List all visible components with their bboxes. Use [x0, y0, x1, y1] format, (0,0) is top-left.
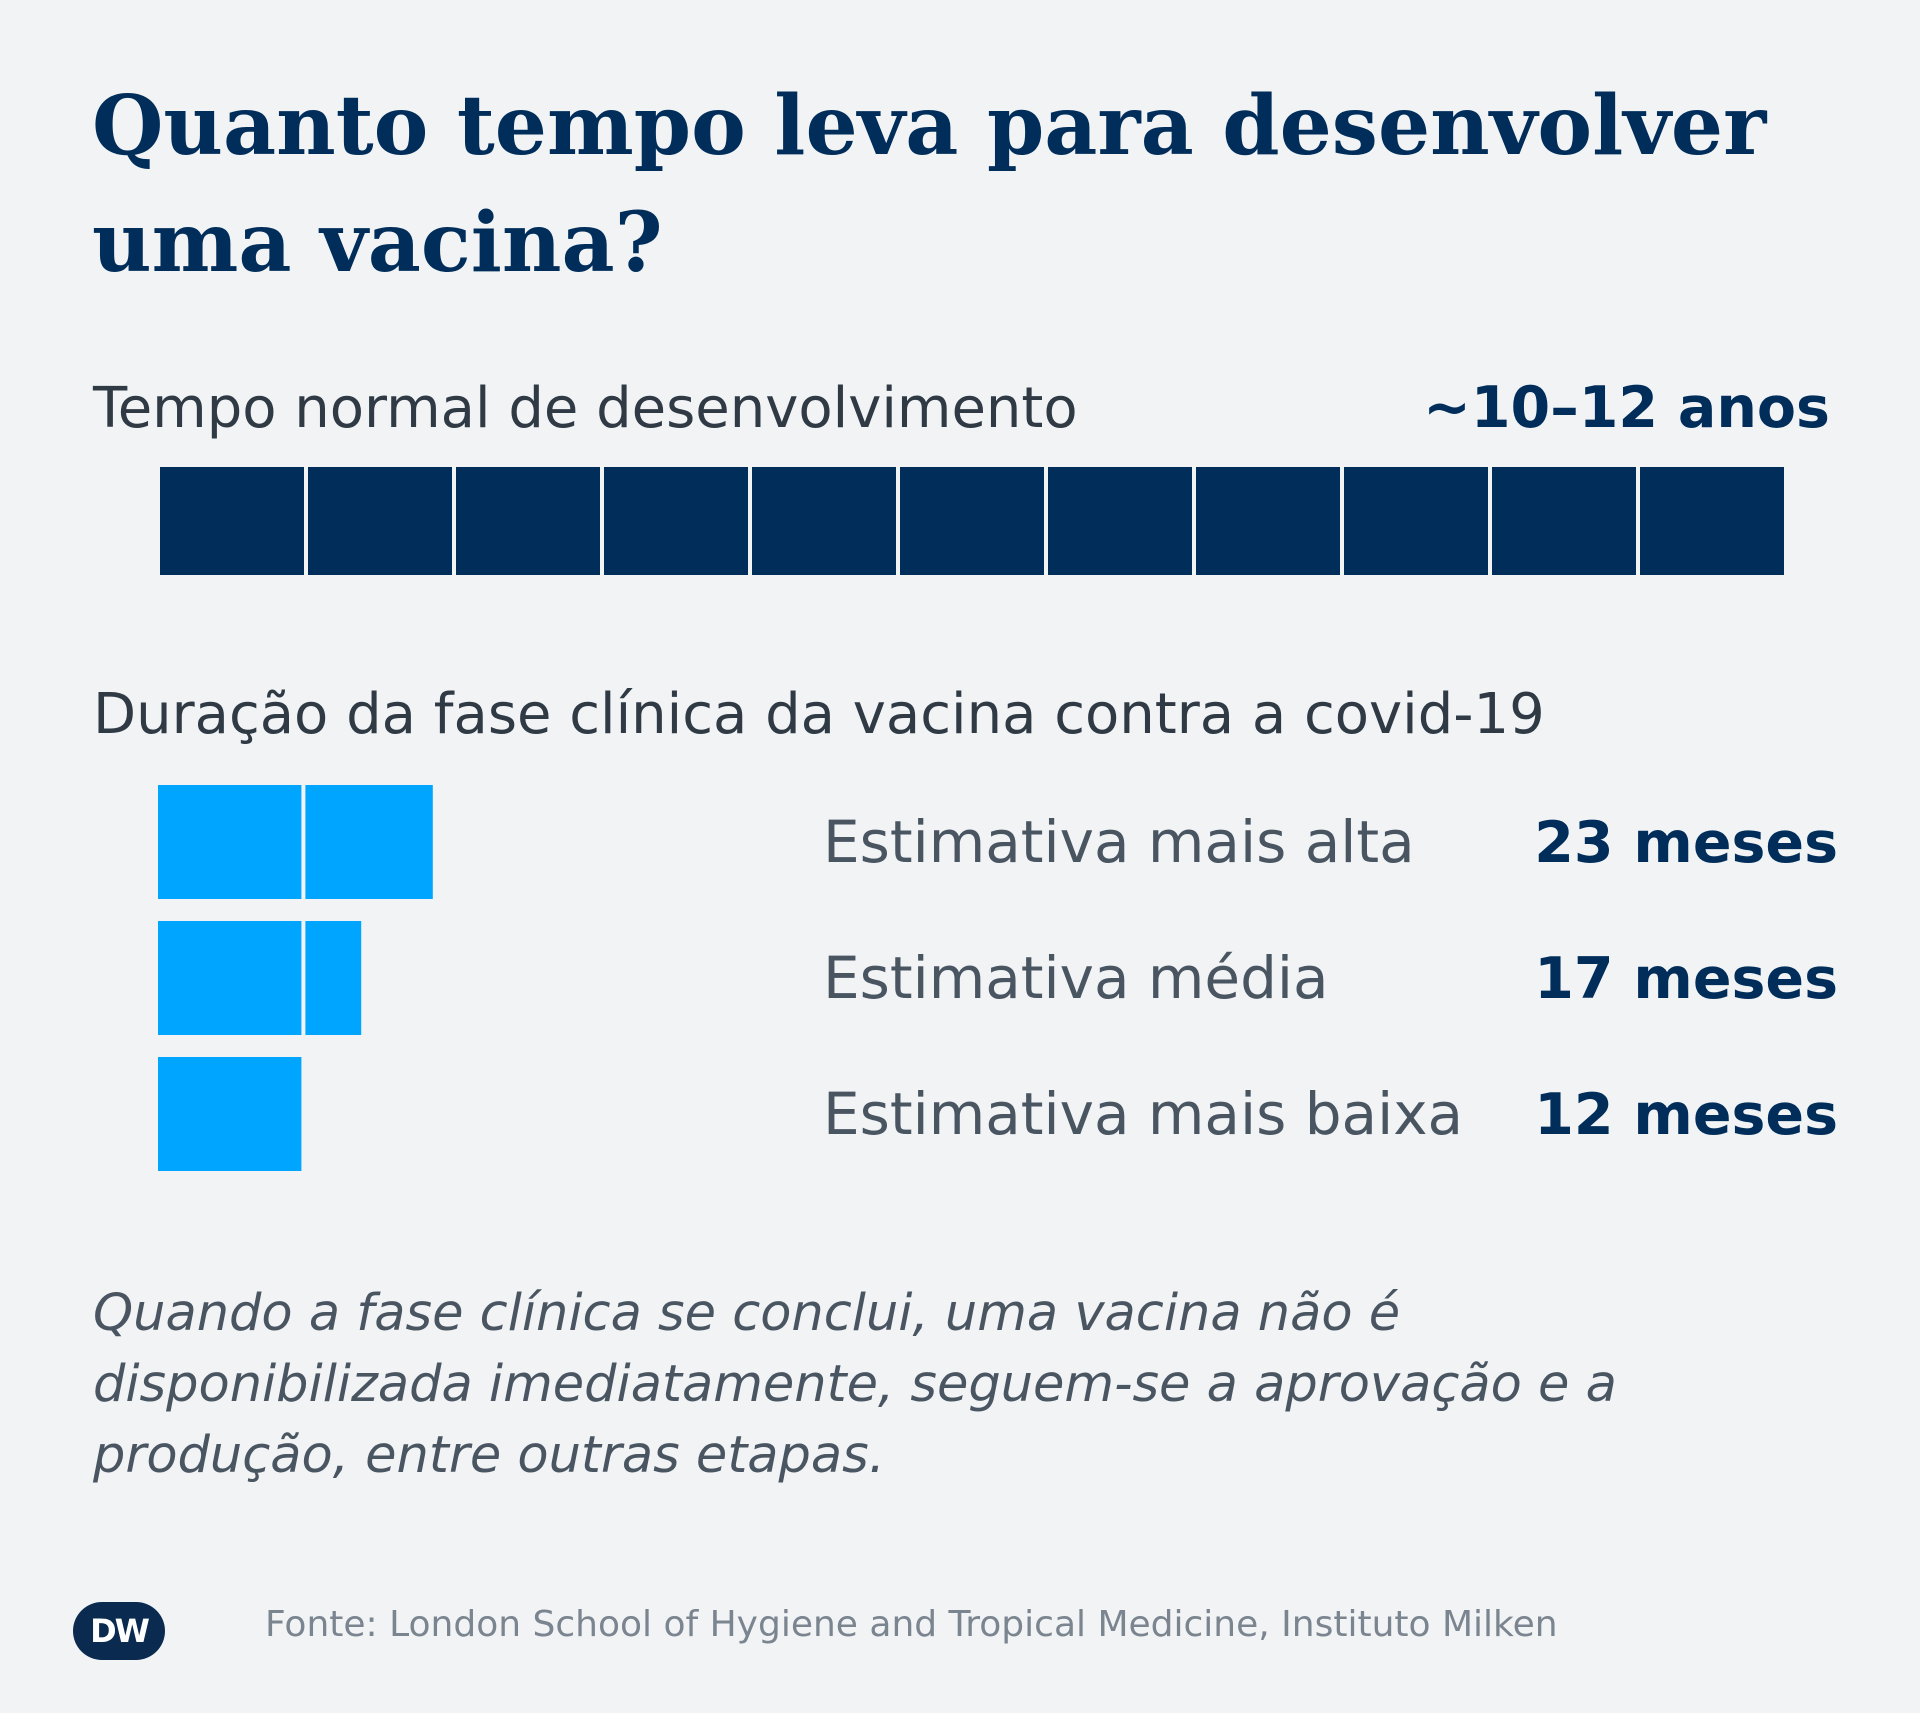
covid-category-label: Estimativa mais baixa [823, 1080, 1463, 1148]
normal-bar-segment [456, 467, 600, 575]
dw-logo: DW [73, 1602, 165, 1660]
normal-bar-segment [1640, 467, 1784, 575]
covid-bar-segment [158, 921, 302, 1035]
covid-clinical-chart: Duração da fase clínica da vacina contra… [93, 682, 1838, 1171]
covid-category-label: Estimativa mais alta [823, 808, 1415, 876]
normal-bar-segment [1196, 467, 1340, 575]
covid-value-label: 12 meses [1534, 1082, 1838, 1148]
covid-row: Estimativa mais baixa 12 meses [158, 1057, 1838, 1171]
normal-bar-segment [160, 467, 304, 575]
source-note: Fonte: London School of Hygiene and Trop… [265, 1604, 1558, 1645]
normal-bar-segment [308, 467, 452, 575]
covid-bar-segment [305, 785, 433, 899]
normal-bar-segment [900, 467, 1044, 575]
covid-row: Estimativa média 17 meses [158, 921, 1838, 1035]
footnote: Quando a fase clínica se conclui, uma va… [93, 1284, 1617, 1485]
covid-value-label: 17 meses [1534, 946, 1838, 1012]
normal-bar-segment [1344, 467, 1488, 575]
normal-bar-segment [1048, 467, 1192, 575]
chart-title: Quanto tempo leva para desenvolver uma v… [92, 78, 1767, 291]
normal-development-chart: Tempo normal de desenvolvimento ~10–12 an… [92, 375, 1830, 575]
normal-bar-segment [1492, 467, 1636, 575]
normal-bar-segment [752, 467, 896, 575]
covid-value-label: 23 meses [1534, 810, 1838, 876]
covid-section-title: Duração da fase clínica da vacina contra… [93, 682, 1545, 747]
covid-bar-segment [158, 785, 302, 899]
covid-row: Estimativa mais alta 23 meses [158, 785, 1838, 899]
normal-section-title: Tempo normal de desenvolvimento [92, 376, 1078, 441]
dw-logo-text: DW [90, 1612, 150, 1650]
normal-bar-segment [604, 467, 748, 575]
covid-bar-segment [305, 921, 362, 1035]
covid-bar-segment [158, 1057, 302, 1171]
covid-category-label: Estimativa média [823, 944, 1329, 1012]
normal-value-label: ~10–12 anos [1423, 375, 1830, 441]
